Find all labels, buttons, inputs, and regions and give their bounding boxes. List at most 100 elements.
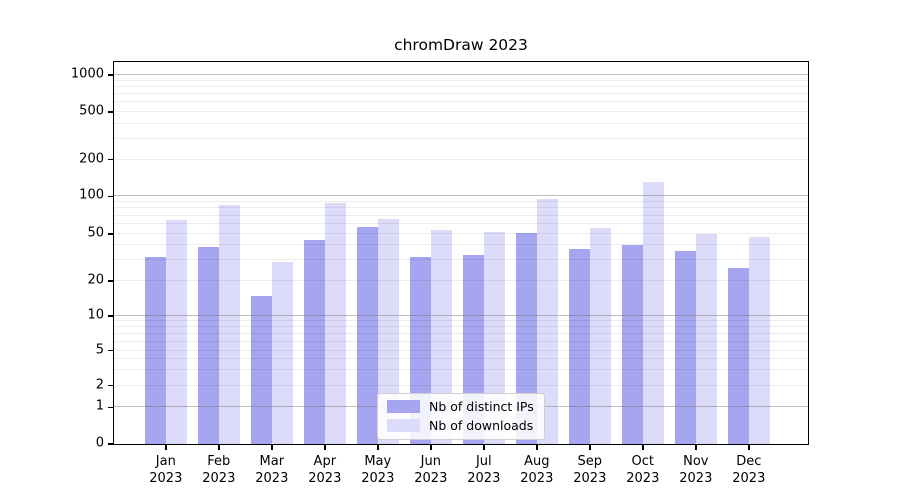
- month-label: Dec: [736, 454, 762, 469]
- x-tick-label-jan: Jan 2023: [149, 453, 182, 487]
- y-tick-1000: [108, 74, 113, 76]
- y-tick-1: [108, 406, 113, 409]
- y-tick-2: [108, 384, 113, 387]
- y-tick-5: [108, 349, 113, 352]
- bar-distinct-ips-aug: [515, 232, 537, 444]
- gridline-minor: [114, 101, 808, 103]
- month-label: Apr: [313, 454, 337, 469]
- bar-distinct-ips-jan: [144, 256, 166, 444]
- y-tick-500: [108, 111, 113, 113]
- x-tick-label-sep: Sep 2023: [573, 453, 606, 487]
- y-tick-200: [108, 158, 113, 161]
- x-tick-label-feb: Feb 2023: [202, 453, 235, 487]
- y-tick-label-0: 0: [95, 435, 104, 451]
- chart-title: chromDraw 2023: [394, 36, 528, 54]
- x-tick-dec: [748, 445, 750, 450]
- x-tick-label-dec: Dec 2023: [732, 453, 765, 487]
- bar-downloads-apr: [324, 203, 346, 444]
- y-tick-0: [108, 443, 113, 445]
- bar-downloads-nov: [695, 233, 717, 444]
- plot-area: 0 1 2 5 10 20 50 100 200 500 1000 Jan 2023 Feb 2023 Mar…: [71, 61, 809, 486]
- bar-distinct-ips-mar: [250, 295, 272, 444]
- x-tick-apr: [324, 445, 326, 450]
- y-tick-label-500: 500: [79, 103, 104, 119]
- year-label: 2023: [520, 471, 554, 486]
- x-tick-label-jul: Jul 2023: [467, 453, 500, 487]
- bar-downloads-feb: [218, 205, 240, 444]
- bar-distinct-ips-sep: [568, 249, 590, 444]
- bar-distinct-ips-apr: [303, 240, 325, 444]
- x-tick-jan: [165, 445, 167, 450]
- x-tick-nov: [695, 445, 697, 450]
- bar-distinct-ips-oct: [621, 245, 643, 444]
- year-label: 2023: [467, 471, 501, 486]
- year-label: 2023: [361, 471, 395, 486]
- x-tick-label-may: May 2023: [361, 453, 394, 487]
- y-tick-50: [108, 233, 113, 235]
- legend-label-distinct-ips: Nb of distinct IPs: [429, 399, 534, 414]
- year-label: 2023: [255, 471, 289, 486]
- month-label: Sep: [577, 454, 603, 469]
- x-tick-feb: [218, 445, 220, 450]
- bar-downloads-oct: [642, 182, 664, 444]
- y-tick-label-10: 10: [87, 307, 104, 323]
- bar-downloads-jul: [483, 231, 505, 444]
- bar-downloads-sep: [589, 227, 611, 444]
- x-tick-mar: [271, 445, 273, 450]
- bar-downloads-mar: [271, 261, 293, 444]
- bar-distinct-ips-dec: [727, 267, 749, 444]
- gridline-minor: [114, 158, 808, 160]
- month-label: Aug: [524, 454, 550, 469]
- x-tick-sep: [589, 445, 591, 450]
- y-tick-label-20: 20: [87, 272, 104, 288]
- y-tick-label-200: 200: [79, 151, 104, 167]
- month-label: Jan: [155, 454, 176, 469]
- y-tick-label-100: 100: [79, 187, 104, 203]
- x-tick-label-jun: Jun 2023: [414, 453, 447, 487]
- x-tick-jun: [430, 445, 432, 450]
- year-label: 2023: [414, 471, 448, 486]
- legend-item-distinct-ips: Nb of distinct IPs: [387, 399, 534, 414]
- gridline-minor: [114, 92, 808, 94]
- bar-downloads-jun: [430, 229, 452, 444]
- gridline-minor: [114, 110, 808, 112]
- bar-distinct-ips-feb: [197, 246, 219, 444]
- month-label: Oct: [631, 454, 655, 469]
- y-tick-label-5: 5: [95, 342, 104, 358]
- x-tick-label-apr: Apr 2023: [308, 453, 341, 487]
- x-tick-jul: [483, 445, 485, 450]
- y-tick-label-50: 50: [87, 225, 104, 241]
- bar-downloads-aug: [536, 198, 558, 444]
- gridline-major: [114, 73, 808, 75]
- y-tick-10: [108, 315, 113, 317]
- bar-downloads-dec: [748, 236, 770, 444]
- month-label: May: [364, 454, 392, 469]
- year-label: 2023: [308, 471, 342, 486]
- year-label: 2023: [679, 471, 713, 486]
- bar-downloads-jan: [165, 219, 187, 444]
- month-label: Feb: [207, 454, 231, 469]
- gridline-minor: [114, 122, 808, 124]
- legend: Nb of distinct IPs Nb of downloads: [377, 393, 545, 440]
- x-tick-label-mar: Mar 2023: [255, 453, 288, 487]
- gridline-minor: [114, 137, 808, 139]
- legend-label-downloads: Nb of downloads: [429, 418, 534, 433]
- x-tick-aug: [536, 445, 538, 450]
- legend-swatch-downloads: [387, 419, 420, 432]
- x-tick-label-oct: Oct 2023: [626, 453, 659, 487]
- month-label: Jun: [420, 454, 441, 469]
- y-tick-label-1: 1: [95, 398, 104, 414]
- gridline-minor: [114, 85, 808, 87]
- x-tick-label-aug: Aug 2023: [520, 453, 553, 487]
- month-label: Nov: [683, 454, 709, 469]
- x-tick-label-nov: Nov 2023: [679, 453, 712, 487]
- y-tick-100: [108, 195, 113, 198]
- plot-inner: 0 1 2 5 10 20 50 100 200 500 1000 Jan 2023 Feb 2023 Mar…: [71, 62, 808, 486]
- x-tick-oct: [642, 445, 644, 450]
- gridline-minor: [114, 79, 808, 81]
- year-label: 2023: [732, 471, 766, 486]
- bar-distinct-ips-may: [356, 226, 378, 444]
- gridline-minor: [114, 201, 808, 203]
- month-label: Mar: [259, 454, 285, 469]
